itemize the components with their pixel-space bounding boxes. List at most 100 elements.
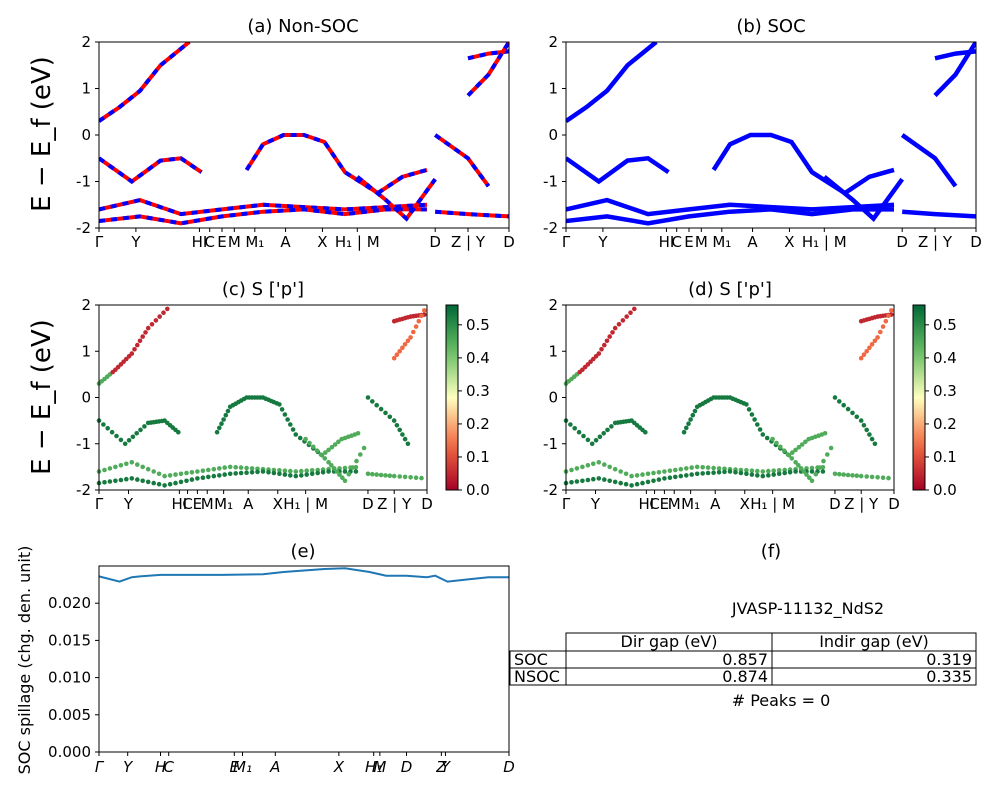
scatter-point	[694, 471, 700, 477]
x-tick-label: E	[684, 233, 693, 251]
x-tick-label: H₁ | M	[802, 233, 847, 251]
scatter-point	[346, 471, 352, 477]
scatter-point	[162, 483, 167, 488]
scatter-point	[165, 306, 170, 312]
panel-a-title: (a) Non-SOC	[247, 16, 358, 37]
scatter-point	[854, 473, 860, 479]
y-tick-label: 0	[81, 389, 91, 407]
scatter-point	[378, 406, 384, 412]
scatter-point	[293, 432, 299, 437]
scatter-point	[408, 475, 413, 480]
scatter-point	[402, 436, 408, 442]
scatter-point	[122, 441, 128, 447]
colorbar-tick-label: 0.5	[933, 316, 957, 334]
scatter-point	[124, 476, 129, 482]
scatter-point	[883, 318, 889, 324]
x-tick-label: D	[429, 233, 441, 251]
scatter-point	[822, 431, 828, 436]
scatter-point	[101, 422, 106, 427]
scatter-point	[288, 422, 293, 427]
scatter-point	[727, 469, 733, 474]
scatter-point	[875, 335, 880, 340]
scatter-point	[195, 476, 200, 481]
scatter-point	[580, 478, 585, 484]
y-tick-label: 0.020	[48, 594, 91, 612]
y-tick-label: 2	[81, 296, 91, 314]
x-tick-label: D	[401, 758, 413, 776]
scatter-point	[244, 465, 249, 471]
scatter-point	[585, 463, 591, 468]
scatter-point	[394, 352, 400, 358]
x-tick-label: Γ	[562, 233, 571, 251]
table-header-dir: Dir gap (eV)	[621, 632, 718, 651]
y-tick-label: 0	[548, 389, 558, 407]
band-line	[902, 209, 976, 219]
scatter-point	[405, 441, 411, 447]
x-tick-label: X	[317, 233, 327, 251]
x-tick-label: D	[362, 495, 374, 513]
scatter-point	[787, 470, 793, 475]
scatter-point	[413, 324, 419, 329]
scatter-point	[402, 474, 408, 480]
table-cell: 0.335	[926, 667, 972, 686]
scatter-point	[354, 458, 359, 464]
scatter-point	[282, 468, 288, 474]
x-tick-label: E	[193, 495, 202, 513]
scatter-point	[744, 468, 749, 473]
x-tick-label: C	[163, 758, 174, 776]
scatter-point	[744, 471, 749, 477]
scatter-point	[837, 399, 842, 404]
scatter-point	[607, 334, 612, 339]
scatter-point	[109, 429, 115, 435]
scatter-point	[572, 426, 577, 431]
scatter-point	[135, 342, 140, 348]
band-line	[466, 42, 509, 97]
scatter-point	[132, 347, 137, 352]
scatter-point	[143, 330, 148, 335]
y-tick-label: 0.005	[48, 706, 91, 724]
scatter-point	[850, 410, 855, 416]
scatter-point	[391, 473, 397, 479]
scatter-point	[880, 475, 886, 481]
scatter-point	[867, 345, 872, 351]
scatter-point	[329, 444, 335, 450]
scatter-point	[618, 480, 623, 486]
scatter-point	[760, 469, 766, 474]
scatter-point	[326, 469, 331, 474]
y-tick-label: 2	[548, 33, 558, 51]
scatter-point	[612, 325, 618, 331]
scatter-point	[221, 417, 226, 422]
scatter-point	[711, 465, 716, 471]
scatter-point	[102, 467, 107, 473]
scatter-point	[623, 481, 629, 487]
scatter-point	[140, 478, 145, 484]
y-tick-label: -1	[76, 435, 91, 453]
scatter-point	[118, 437, 124, 443]
x-tick-label: X	[784, 233, 794, 251]
scatter-point	[135, 462, 140, 467]
scatter-point	[332, 442, 338, 447]
scatter-point	[355, 431, 361, 436]
y-tick-label: 0.015	[48, 631, 91, 649]
scatter-point	[804, 472, 809, 477]
scatter-point	[585, 477, 591, 483]
scatter-point	[634, 473, 640, 478]
scatter-point	[766, 468, 771, 474]
y-tick-label: -2	[543, 481, 558, 499]
scatter-point	[776, 468, 782, 473]
y-tick-label: 0	[548, 126, 558, 144]
band-line	[244, 133, 379, 195]
x-tick-label: D	[829, 495, 841, 513]
scatter-point	[200, 468, 206, 474]
colorbar-tick-label: 0.4	[933, 349, 957, 367]
scatter-point	[640, 480, 645, 486]
scatter-point	[632, 306, 637, 312]
scatter-point	[832, 395, 838, 400]
scatter-point	[771, 468, 776, 474]
scatter-point	[755, 468, 760, 474]
x-tick-label: D	[421, 495, 433, 513]
scatter-point	[574, 479, 580, 484]
scatter-point	[793, 460, 798, 465]
x-tick-label: M₁	[245, 233, 264, 251]
